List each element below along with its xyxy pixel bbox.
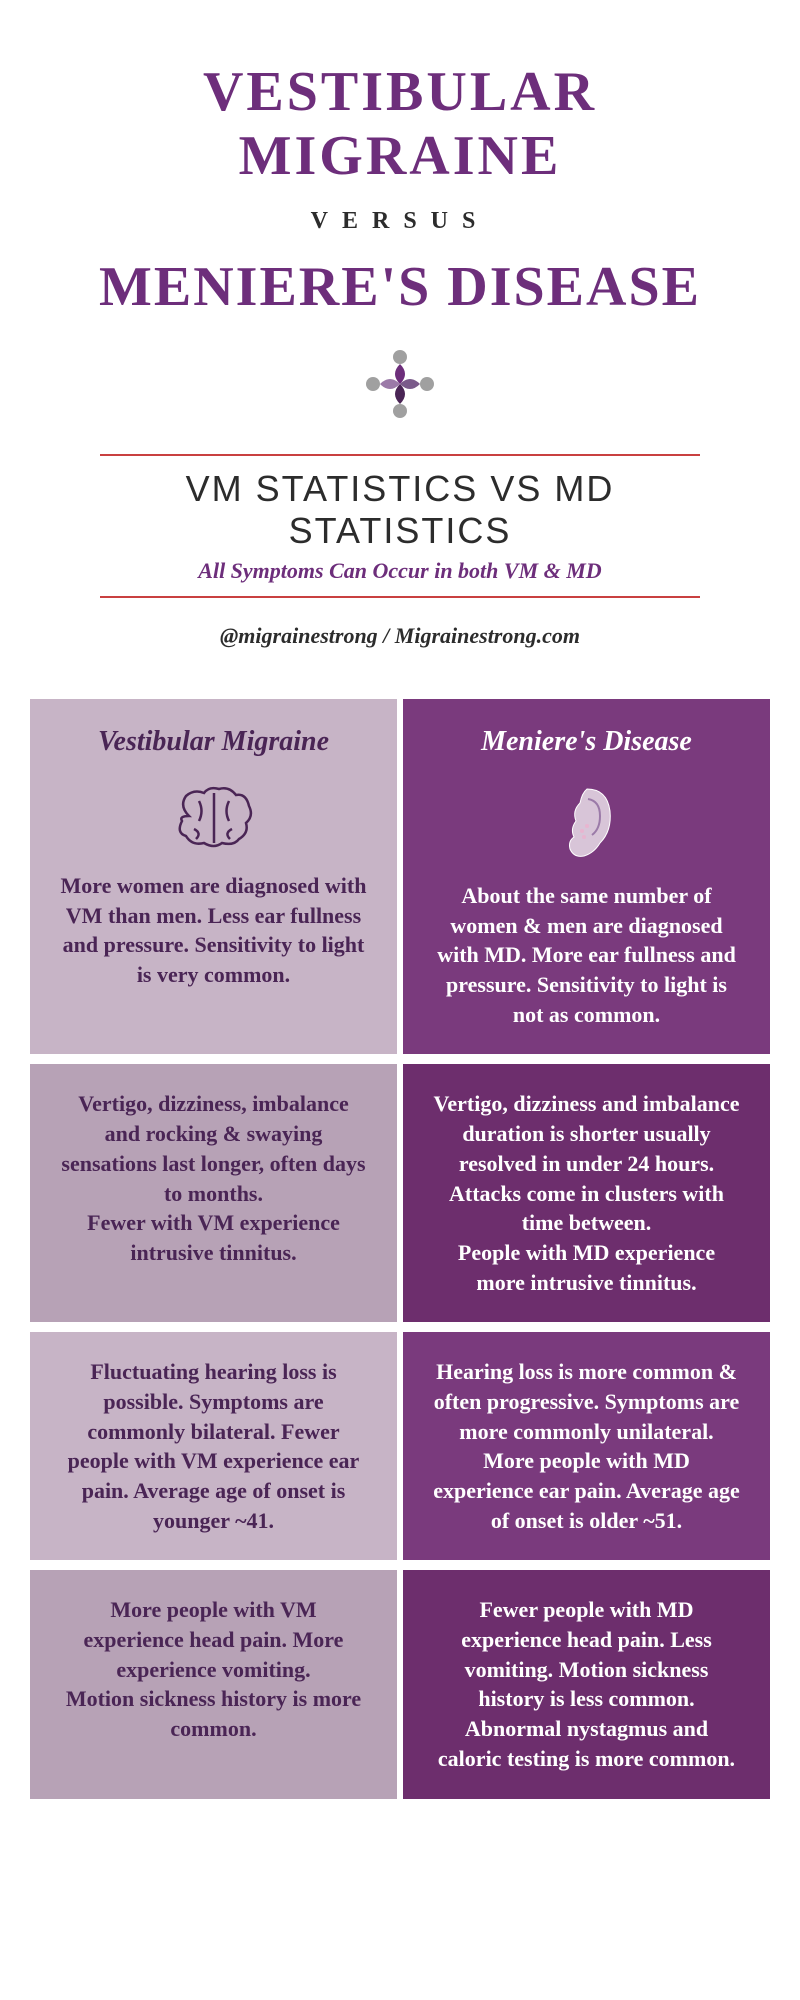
vm-header-cell: Vestibular Migraine More women are diagn… (30, 699, 397, 1054)
md-column-header: Meniere's Disease (471, 714, 702, 766)
vm-column-header: Vestibular Migraine (88, 714, 339, 766)
vm-row-0: More women are diagnosed with VM than me… (60, 871, 367, 990)
vm-row-1: Vertigo, dizziness, imbalance and rockin… (30, 1064, 397, 1322)
stats-title: VM STATISTICS VS MD STATISTICS (100, 468, 700, 552)
md-row-2: Hearing loss is more common & often prog… (403, 1332, 770, 1560)
header-section: VESTIBULAR MIGRAINE VERSUS MENIERE'S DIS… (0, 0, 800, 699)
comparison-grid: Vestibular Migraine More women are diagn… (0, 699, 800, 1829)
title-vm: VESTIBULAR MIGRAINE (40, 60, 760, 188)
vm-row-2: Fluctuating hearing loss is possible. Sy… (30, 1332, 397, 1560)
ear-icon (552, 781, 622, 866)
md-header-cell: Meniere's Disease About the same number … (403, 699, 770, 1054)
infographic-container: VESTIBULAR MIGRAINE VERSUS MENIERE'S DIS… (0, 0, 800, 1829)
vm-row-3: More people with VM experience head pain… (30, 1570, 397, 1798)
ornament-icon (40, 339, 760, 429)
sub-note: All Symptoms Can Occur in both VM & MD (100, 558, 700, 584)
md-row-0: About the same number of women & men are… (433, 881, 740, 1029)
title-md: MENIERE'S DISEASE (40, 255, 760, 319)
stats-divider: VM STATISTICS VS MD STATISTICS All Sympt… (100, 454, 700, 598)
versus-label: VERSUS (40, 208, 760, 235)
md-row-3: Fewer people with MD experience head pai… (403, 1570, 770, 1798)
brain-icon (164, 781, 264, 856)
credit-line: @migrainestrong / Migrainestrong.com (40, 623, 760, 649)
md-row-1: Vertigo, dizziness and imbalance duratio… (403, 1064, 770, 1322)
